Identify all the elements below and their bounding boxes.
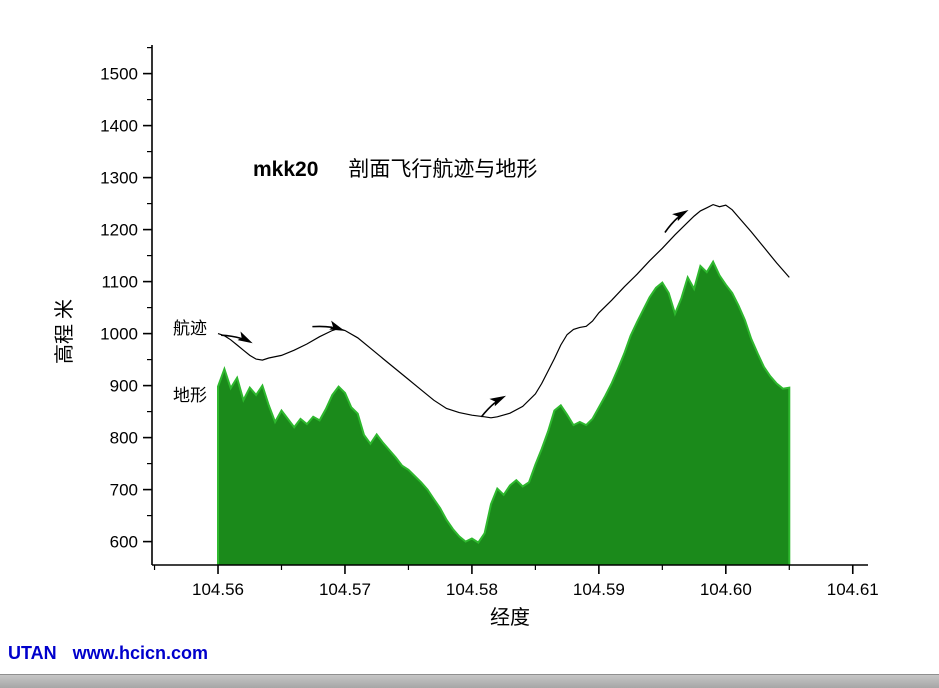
y-tick-label: 900 (110, 377, 138, 396)
terrain-series-label: 地形 (173, 386, 207, 405)
arrow-tail (221, 334, 241, 340)
bottom-gray-bar (0, 674, 939, 688)
x-tick-label: 104.57 (319, 580, 371, 599)
flight-direction-arrow (312, 320, 345, 331)
x-tick-label: 104.58 (446, 580, 498, 599)
y-tick-label: 1100 (101, 273, 138, 292)
y-tick-label: 1300 (100, 169, 138, 188)
arrow-head (329, 320, 345, 331)
footer-watermark: UTAN www.hcicn.com (8, 643, 208, 664)
x-axis-label: 经度 (490, 607, 530, 629)
x-tick-label: 104.59 (573, 580, 625, 599)
chart-title-code: mkk20 (253, 158, 319, 181)
chart-svg: 600 700 800 900 1000 1100 1200 1300 1400 1500 104.… (100, 45, 879, 599)
y-tick-label: 1000 (100, 325, 138, 344)
y-tick-label: 700 (110, 481, 138, 500)
terrain-area (218, 261, 790, 565)
flight-direction-arrow (221, 331, 253, 344)
y-tick-label: 1200 (100, 221, 138, 240)
footer-brand: UTAN (8, 643, 57, 663)
arrow-tail (312, 325, 333, 329)
y-axis-label: 高程 米 (54, 299, 76, 364)
x-tick-label: 104.60 (700, 580, 752, 599)
chart-title-text: 剖面飞行航迹与地形 (348, 157, 538, 181)
flight-direction-arrow (480, 395, 507, 418)
terrain-outline (217, 259, 791, 565)
y-tick-label: 600 (110, 533, 138, 552)
arrow-head (489, 395, 507, 407)
chart-title: mkk20 剖面飞行航迹与地形 (253, 153, 537, 183)
y-tick-label: 1400 (100, 117, 138, 136)
arrow-tail (664, 216, 679, 233)
x-tick-label: 104.61 (827, 580, 879, 599)
flight-direction-arrow (664, 210, 689, 233)
track-series-label: 航迹 (173, 319, 207, 338)
arrow-head (237, 331, 253, 344)
y-tick-label: 1500 (100, 65, 138, 84)
arrow-head (672, 210, 689, 222)
x-tick-label: 104.56 (192, 580, 244, 599)
arrow-tail (480, 402, 496, 418)
flight-track-line (217, 203, 790, 419)
footer-url: www.hcicn.com (72, 643, 209, 663)
y-tick-label: 800 (110, 429, 138, 448)
